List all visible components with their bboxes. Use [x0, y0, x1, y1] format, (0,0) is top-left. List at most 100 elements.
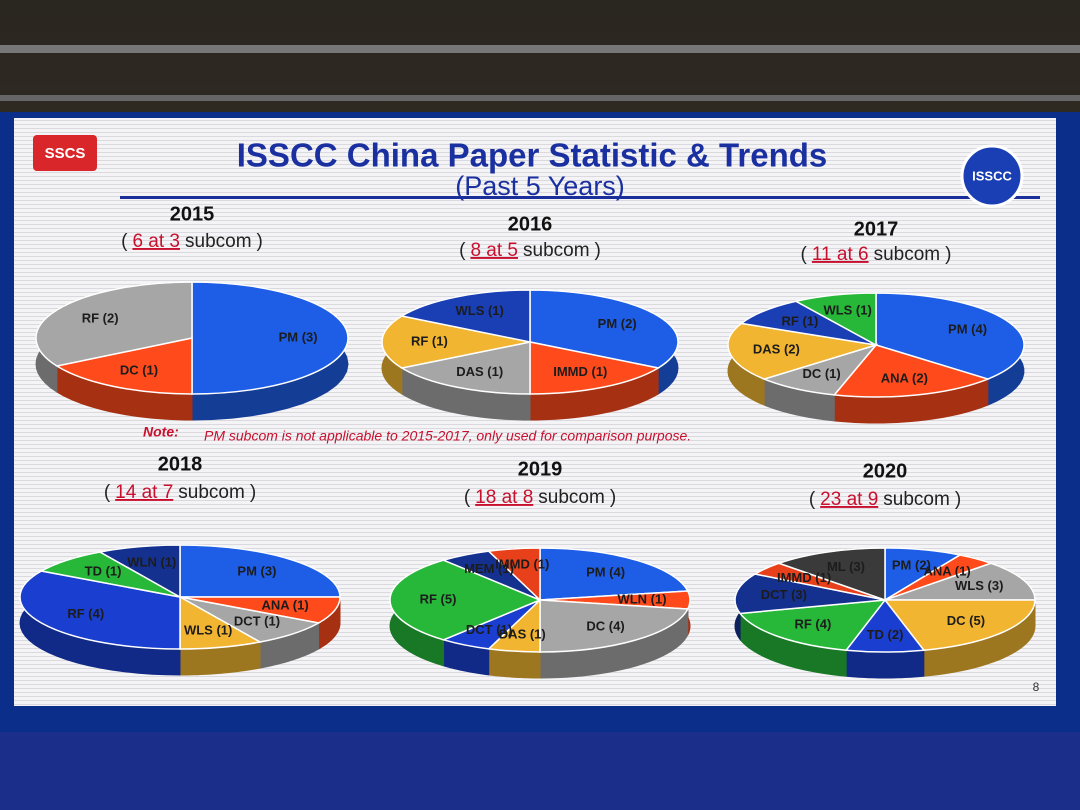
title-rule	[120, 196, 1040, 199]
slice-label: MEM (1)	[464, 561, 514, 576]
note-text: PM subcom is not applicable to 2015-2017…	[204, 428, 691, 444]
subtitle-part: 6 at 3	[132, 231, 180, 252]
slice-label: DC (4)	[586, 619, 624, 634]
slice-label: WLS (1)	[455, 303, 503, 318]
pie-slice	[883, 599, 1036, 652]
chart-title: 2020	[863, 460, 908, 482]
subtitle-part: subcom	[185, 231, 252, 252]
slice-label: DAS (1)	[456, 364, 503, 379]
slice-label: PM (4)	[586, 564, 625, 579]
slice-label: IMMD (1)	[553, 364, 607, 379]
pie-slice	[734, 573, 886, 615]
pie-slice	[381, 315, 531, 369]
subtitle-part: subcom	[883, 489, 950, 510]
slice-label: RF (4)	[67, 606, 104, 621]
subtitle-part: )	[595, 240, 601, 261]
pie-slice	[19, 570, 181, 650]
slice-label: DCT (3)	[761, 587, 807, 602]
slice-label: TD (1)	[85, 563, 122, 578]
slice-label: RF (4)	[794, 616, 831, 631]
truss	[0, 95, 1080, 101]
subtitle-part: (	[801, 244, 808, 265]
slice-label: PM (4)	[948, 322, 987, 337]
page-number: 8	[1033, 680, 1040, 694]
slice-label: WLS (1)	[823, 303, 871, 318]
slice-label: PM (3)	[237, 563, 276, 578]
chart-title: 2016	[508, 213, 553, 235]
pie-slice	[539, 599, 689, 653]
pie-slice	[727, 322, 877, 380]
slide-title: ISSCC China Paper Statistic & Trends	[237, 137, 828, 174]
subtitle-part: (	[809, 489, 816, 510]
subtitle-part: 23 at 9	[820, 489, 878, 510]
pie-slice	[191, 281, 349, 395]
pie-side	[488, 648, 541, 679]
subtitle-part: )	[250, 482, 256, 503]
pie-slice	[875, 292, 1025, 380]
slide-subtitle: (Past 5 Years)	[455, 171, 625, 201]
subtitle-part: (	[459, 240, 466, 261]
subtitle-part: subcom	[874, 244, 941, 265]
pie-slice	[884, 562, 1036, 601]
subtitle-part: )	[955, 489, 961, 510]
slice-label: PM (2)	[892, 557, 931, 572]
note-label: Note:	[143, 424, 179, 440]
pie-side	[845, 649, 925, 679]
slice-label: DAS (2)	[753, 341, 800, 356]
logo-left: SSCS	[45, 145, 86, 162]
slice-label: PM (3)	[279, 329, 318, 344]
subtitle-part: (	[464, 487, 471, 508]
subtitle-part: 8 at 5	[470, 240, 518, 261]
pie-slice	[389, 559, 542, 641]
subtitle-part: )	[610, 487, 616, 508]
subtitle-part: subcom	[178, 482, 245, 503]
slice-label: ANA (2)	[881, 370, 928, 385]
chart-title: 2017	[854, 218, 899, 240]
chart-subtitle: (8 at 5 subcom)	[459, 240, 601, 261]
slice-label: DCT (1)	[234, 613, 280, 628]
slice-label: PM (2)	[598, 316, 637, 331]
slice-label: RF (2)	[82, 310, 119, 325]
slice-label: ANA (1)	[923, 563, 970, 578]
pie-slice	[539, 547, 689, 601]
slice-label: TD (2)	[867, 627, 904, 642]
pie-slice	[738, 599, 887, 652]
slice-label: ML (3)	[827, 559, 865, 574]
slice-label: IMMD (1)	[777, 570, 831, 585]
pie-slice	[399, 341, 531, 395]
truss	[0, 45, 1080, 53]
chart-subtitle: (18 at 8 subcom)	[464, 487, 616, 508]
subtitle-part: )	[257, 231, 263, 252]
pie-slice	[487, 547, 541, 602]
slice-label: WLS (1)	[184, 623, 232, 638]
slice-label: DAS (1)	[499, 626, 546, 641]
slice-label: RF (1)	[782, 313, 819, 328]
logo-left-badge	[33, 135, 97, 171]
chart-title: 2018	[158, 453, 203, 475]
chart-subtitle: (6 at 3 subcom)	[121, 231, 263, 252]
pie-slice	[35, 281, 193, 367]
subtitle-part: (	[104, 482, 111, 503]
pie-slice	[832, 344, 991, 398]
slice-label: RF (5)	[420, 591, 457, 606]
subtitle-part: (	[121, 231, 128, 252]
chart-subtitle: (11 at 6 subcom)	[801, 244, 952, 265]
logo-right-badge	[960, 144, 1024, 208]
slice-label: RF (1)	[411, 333, 448, 348]
subtitle-part: subcom	[538, 487, 605, 508]
logo-right: ISSCC	[972, 168, 1012, 183]
slice-label: DC (1)	[120, 362, 158, 377]
slice-label: WLS (3)	[955, 578, 1003, 593]
chart-subtitle: (23 at 9 subcom)	[809, 489, 961, 510]
slice-label: WLN (1)	[127, 554, 176, 569]
slice-label: DCT (1)	[466, 622, 512, 637]
pie-slice	[776, 547, 886, 602]
pie-slice	[529, 289, 679, 369]
subtitle-part: 11 at 6	[812, 244, 869, 265]
subtitle-part: 18 at 8	[475, 487, 533, 508]
slice-label: WLN (1)	[617, 591, 666, 606]
subtitle-part: subcom	[523, 240, 590, 261]
pie-slice	[529, 341, 661, 395]
pie-slice	[97, 544, 181, 599]
